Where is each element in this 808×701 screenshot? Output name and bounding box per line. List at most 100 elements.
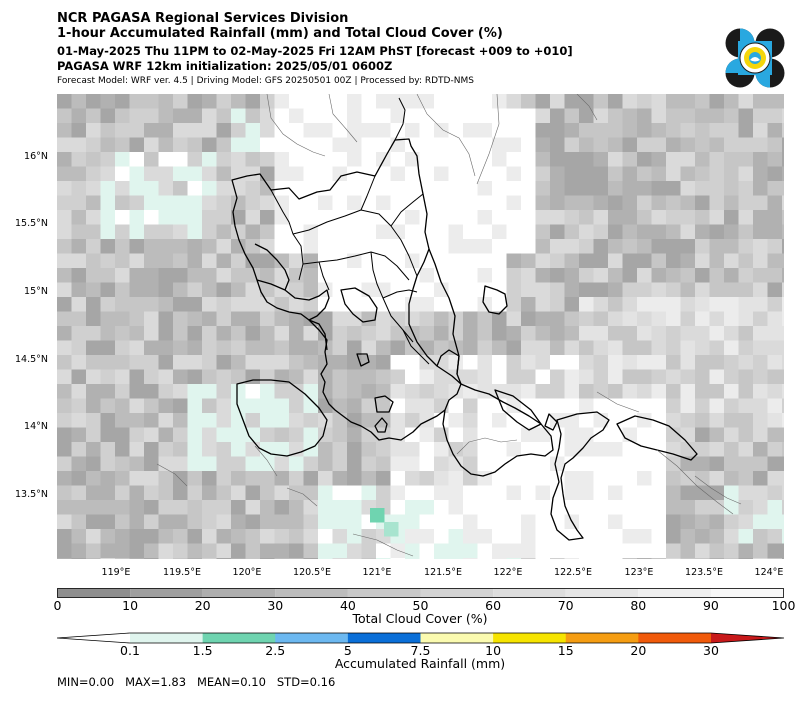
grid-cell xyxy=(86,224,101,240)
grid-cell xyxy=(405,210,420,225)
grid-cell xyxy=(506,297,522,312)
grid-cell xyxy=(680,485,696,501)
grid-cell xyxy=(579,427,594,443)
grid-cell xyxy=(57,94,72,109)
grid-cell xyxy=(173,94,188,109)
grid-cell xyxy=(129,152,145,167)
rain-colorbar-segment xyxy=(420,633,494,643)
grid-cell xyxy=(521,413,536,428)
grid-cell xyxy=(782,500,784,515)
grid-cell xyxy=(434,123,449,138)
grid-cell xyxy=(666,195,681,211)
grid-cell xyxy=(173,500,188,515)
grid-cell xyxy=(738,282,754,298)
grid-cell xyxy=(289,369,304,385)
grid-cell xyxy=(477,514,493,530)
grid-cell xyxy=(332,326,348,341)
cloud-tick-label: 50 xyxy=(412,598,429,613)
grid-cell xyxy=(419,529,435,544)
grid-cell xyxy=(724,456,739,472)
grid-cell xyxy=(564,253,580,269)
grid-cell xyxy=(622,369,638,385)
grid-cell xyxy=(695,500,710,515)
grid-cell xyxy=(434,195,449,211)
grid-cell xyxy=(651,239,667,254)
grid-cell xyxy=(100,355,116,370)
grid-cell xyxy=(477,355,493,370)
grid-cell xyxy=(550,253,565,269)
grid-cell xyxy=(535,297,551,312)
grid-cell xyxy=(347,282,362,298)
grid-cell xyxy=(477,326,493,341)
grid-cell xyxy=(593,427,609,443)
cloud-colorbar-segment xyxy=(275,588,348,598)
grid-cell xyxy=(260,500,275,515)
grid-cell xyxy=(666,427,681,443)
grid-cell xyxy=(695,485,710,501)
grid-cell xyxy=(666,94,681,109)
grid-cell xyxy=(695,311,710,327)
grid-cell xyxy=(274,282,290,298)
grid-cell xyxy=(187,123,203,138)
grid-cell xyxy=(158,253,174,269)
cloud-rain-grid xyxy=(57,94,784,559)
rain-cell xyxy=(384,522,399,537)
longitude-label: 123.5°E xyxy=(685,567,723,578)
grid-cell xyxy=(506,282,522,298)
grid-cell xyxy=(129,398,145,414)
grid-cell xyxy=(173,195,188,211)
statistics-summary: MIN=0.00 MAX=1.83 MEAN=0.10 STD=0.16 xyxy=(57,675,336,689)
grid-cell xyxy=(129,268,145,283)
grid-cell xyxy=(187,166,203,182)
grid-cell xyxy=(695,297,710,312)
grid-cell xyxy=(303,239,319,254)
grid-cell xyxy=(187,152,203,167)
grid-cell xyxy=(666,282,681,298)
grid-cell xyxy=(463,485,478,501)
grid-cell xyxy=(637,442,652,457)
grid-cell xyxy=(550,224,565,240)
grid-cell xyxy=(318,152,333,167)
grid-cell xyxy=(71,166,87,182)
grid-cell xyxy=(129,543,145,559)
grid-cell xyxy=(158,369,174,385)
grid-cell xyxy=(71,137,87,153)
grid-cell xyxy=(129,326,145,341)
grid-cell xyxy=(506,485,522,501)
grid-cell xyxy=(651,529,667,544)
grid-cell xyxy=(535,253,551,269)
grid-cell xyxy=(115,384,130,399)
grid-cell xyxy=(158,514,174,530)
grid-cell xyxy=(709,500,725,515)
grid-cell xyxy=(289,282,304,298)
grid-cell xyxy=(579,500,594,515)
grid-cell xyxy=(202,456,217,472)
grid-cell xyxy=(593,224,609,240)
grid-cell xyxy=(71,500,87,515)
grid-cell xyxy=(709,166,725,182)
grid-cell xyxy=(390,340,406,356)
grid-cell xyxy=(550,500,565,515)
grid-cell xyxy=(115,195,130,211)
grid-cell xyxy=(782,311,784,327)
grid-cell xyxy=(390,282,406,298)
grid-cell xyxy=(506,137,522,153)
grid-cell xyxy=(521,340,536,356)
grid-cell xyxy=(579,413,594,428)
grid-cell xyxy=(666,485,681,501)
grid-cell xyxy=(129,239,145,254)
grid-cell xyxy=(463,224,478,240)
grid-cell xyxy=(332,398,348,414)
grid-cell xyxy=(492,355,507,370)
grid-cell xyxy=(419,152,435,167)
grid-cell xyxy=(593,297,609,312)
grid-cell xyxy=(651,137,667,153)
grid-cell xyxy=(550,108,565,124)
rain-colorbar-extension-high xyxy=(711,633,784,643)
grid-cell xyxy=(738,485,754,501)
grid-cell xyxy=(521,558,536,559)
grid-cell xyxy=(753,384,768,399)
grid-cell xyxy=(129,442,145,457)
grid-cell xyxy=(448,384,464,399)
grid-cell xyxy=(782,181,784,196)
